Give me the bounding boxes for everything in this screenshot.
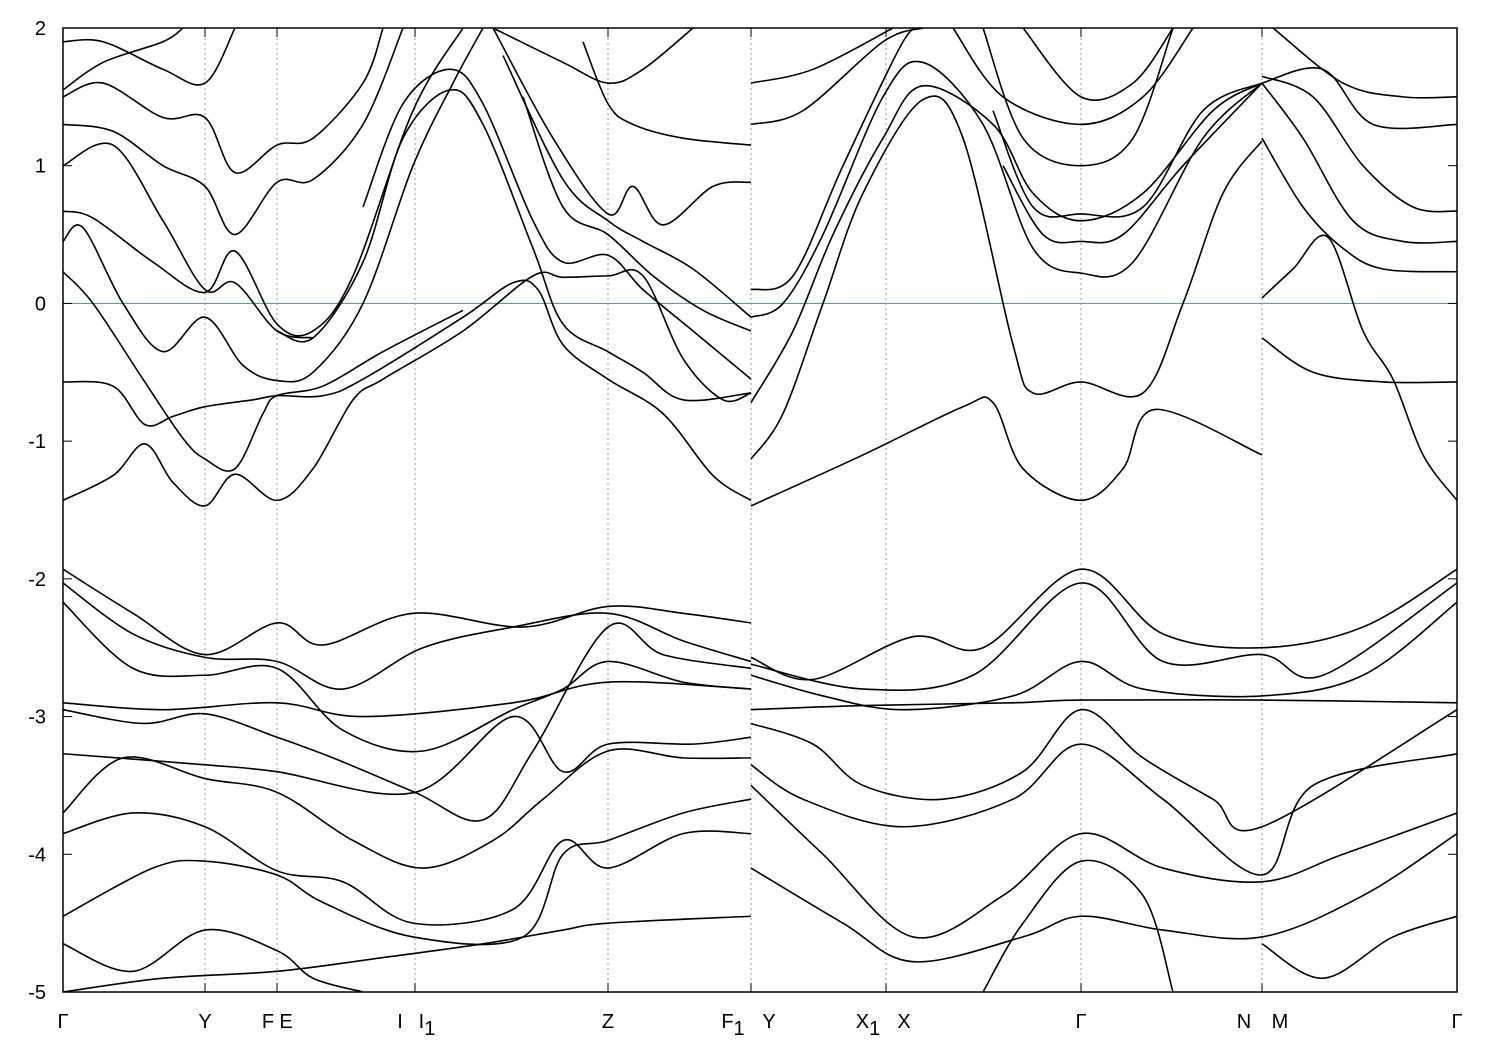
band-line-54 — [750, 784, 1457, 939]
band-line-35 — [1261, 67, 1457, 130]
x-tick-label: Z — [602, 1011, 614, 1033]
band-line-7 — [362, 68, 752, 380]
band-line-41 — [63, 622, 752, 822]
band-line-11 — [63, 28, 236, 86]
grid-lines — [204, 28, 1263, 992]
band-line-21 — [750, 60, 1263, 318]
x-tick-label: X — [897, 1011, 910, 1033]
band-line-12 — [63, 28, 184, 91]
band-line-6 — [276, 88, 752, 402]
band-line-24 — [750, 28, 894, 84]
band-line-28 — [1002, 82, 1263, 244]
band-line-9 — [63, 28, 404, 236]
band-line-25 — [952, 28, 1194, 126]
band-line-46 — [63, 928, 364, 992]
band-line-8 — [63, 142, 314, 339]
y-tick-label: -3 — [28, 707, 46, 729]
band-line-26 — [982, 28, 1174, 167]
band-line-49 — [750, 582, 1457, 691]
band-line-19 — [750, 95, 1263, 460]
x-axis: Γ Y F E I I1 Z F1 Y X1 X Γ N M Γ — [57, 28, 1463, 1040]
band-line-16 — [522, 96, 752, 332]
x-tick-label: Γ — [57, 1011, 68, 1033]
band-line-36 — [1272, 28, 1457, 99]
band-line-23 — [750, 28, 924, 126]
y-tick-label: -2 — [28, 569, 46, 591]
band-line-45 — [63, 798, 752, 946]
y-tick-label: -5 — [28, 982, 46, 1004]
band-line-13 — [492, 28, 694, 84]
band-line-30 — [1261, 234, 1457, 501]
band-line-29 — [1022, 28, 1174, 101]
x-tick-label: Y — [762, 1011, 775, 1033]
y-tick-label: 1 — [35, 156, 46, 178]
band-line-38 — [63, 582, 752, 690]
bands — [63, 28, 1457, 992]
band-line-51 — [750, 698, 1457, 711]
band-line-15 — [502, 55, 752, 318]
x-tick-label: X1 — [856, 1011, 880, 1040]
x-tick-label: E — [279, 1011, 292, 1033]
band-line-48 — [750, 568, 1457, 681]
band-line-22 — [750, 28, 924, 291]
band-line-39 — [63, 601, 752, 753]
band-line-50 — [750, 601, 1457, 711]
band-line-55 — [750, 832, 1457, 963]
y-tick-label: 2 — [35, 18, 46, 40]
band-line-1 — [63, 268, 752, 507]
x-tick-label: N — [1237, 1011, 1251, 1033]
y-tick-label: -1 — [28, 431, 46, 453]
band-line-5 — [63, 28, 464, 337]
plot-frame — [62, 27, 1458, 993]
band-line-20 — [750, 82, 1263, 403]
x-tick-label: F1 — [721, 1011, 744, 1040]
x-tick-label: M — [1272, 1011, 1289, 1033]
band-line-34 — [1261, 75, 1457, 213]
x-tick-label: Y — [198, 1011, 211, 1033]
y-tick-label: 0 — [35, 293, 46, 315]
band-line-53 — [750, 743, 1457, 876]
band-line-44 — [63, 812, 752, 926]
band-line-17 — [582, 41, 752, 146]
x-tick-label: F — [262, 1011, 274, 1033]
x-tick-label: Γ — [1075, 1011, 1086, 1033]
band-line-32 — [1261, 137, 1457, 273]
y-axis: -5 -4 -3 -2 -1 0 1 2 — [28, 18, 1457, 1004]
x-tick-label: Γ — [1451, 1011, 1462, 1033]
band-line-33 — [1261, 82, 1457, 244]
band-line-52 — [750, 708, 1457, 832]
band-line-40 — [63, 680, 752, 718]
band-line-14 — [492, 28, 752, 226]
band-line-43 — [63, 748, 752, 869]
band-line-3 — [63, 271, 464, 472]
band-line-57 — [1261, 915, 1457, 980]
x-tick-label: I — [397, 1011, 403, 1033]
x-tick-label: I1 — [419, 1011, 436, 1040]
y-tick-label: -4 — [28, 844, 46, 866]
band-line-37 — [63, 568, 752, 656]
band-line-18 — [750, 396, 1263, 507]
band-line-56 — [982, 859, 1174, 992]
band-line-2 — [63, 279, 752, 502]
band-line-10 — [63, 28, 384, 174]
band-line-31 — [1261, 337, 1457, 384]
band-line-4 — [63, 28, 484, 383]
band-line-47 — [63, 915, 752, 992]
band-line-42 — [63, 715, 752, 796]
band-line-27 — [992, 82, 1263, 218]
